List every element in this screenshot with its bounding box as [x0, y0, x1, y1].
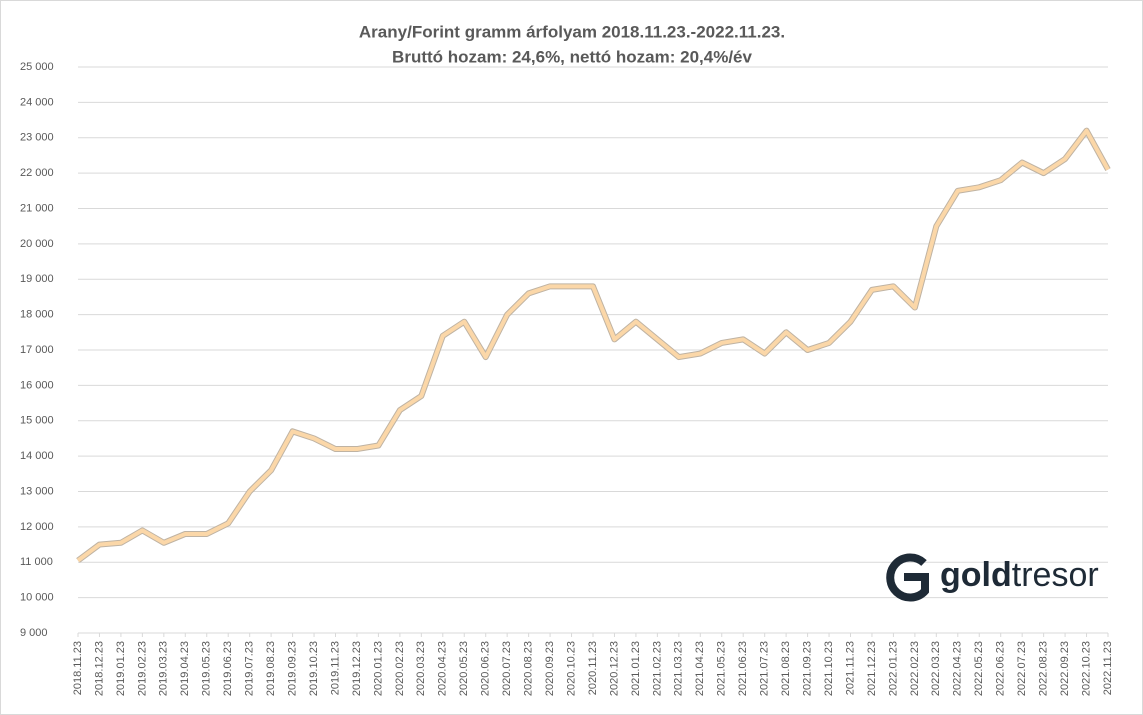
y-tick-label: 22 000: [20, 167, 54, 179]
x-tick-label: 2022.05.23: [973, 641, 985, 696]
logo-bold: gold: [940, 556, 1012, 594]
x-tick-label: 2021.11.23: [844, 641, 856, 695]
x-tick-label: 2022.01.23: [887, 641, 899, 696]
logo-icon: [886, 553, 929, 602]
y-tick-label: 18 000: [20, 309, 54, 321]
x-tick-label: 2019.06.23: [222, 641, 234, 696]
y-tick-label: 19 000: [20, 273, 54, 285]
x-tick-label: 2021.03.23: [673, 641, 685, 696]
chart-title: Arany/Forint gramm árfolyam 2018.11.23.-…: [359, 22, 785, 41]
y-tick-label: 20 000: [20, 238, 54, 250]
x-tick-label: 2022.02.23: [909, 641, 921, 696]
x-tick-label: 2019.03.23: [158, 641, 170, 696]
y-tick-label: 15 000: [20, 415, 54, 427]
x-tick-label: 2020.08.23: [523, 641, 535, 696]
x-tick-label: 2019.02.23: [136, 641, 148, 696]
x-tick-label: 2021.07.23: [759, 641, 771, 696]
x-tick-label: 2022.03.23: [930, 641, 942, 696]
x-tick-label: 2021.02.23: [651, 641, 663, 696]
logo-light: tresor: [1012, 556, 1099, 594]
y-tick-label: 17 000: [20, 344, 54, 356]
x-tick-label: 2022.06.23: [995, 641, 1007, 696]
x-tick-label: 2019.12.23: [351, 641, 363, 696]
y-tick-label: 13 000: [20, 485, 54, 497]
x-tick-label: 2020.06.23: [480, 641, 492, 696]
x-tick-label: 2022.11.23: [1102, 641, 1114, 695]
x-tick-label: 2021.10.23: [823, 641, 835, 696]
x-tick-label: 2019.05.23: [201, 641, 213, 696]
chart-subtitle: Bruttó hozam: 24,6%, nettó hozam: 20,4%/…: [392, 47, 752, 66]
y-tick-label: 12 000: [20, 521, 54, 533]
x-tick-label: 2019.04.23: [179, 641, 191, 696]
x-tick-label: 2019.01.23: [115, 641, 127, 696]
x-tick-label: 2020.11.23: [587, 641, 599, 695]
y-tick-label: 16 000: [20, 379, 54, 391]
x-tick-label: 2021.04.23: [694, 641, 706, 696]
y-tick-label: 14 000: [20, 450, 54, 462]
x-tick-label: 2021.06.23: [737, 641, 749, 696]
x-tick-label: 2020.07.23: [501, 641, 513, 696]
y-tick-label: 9 000: [20, 627, 48, 639]
x-tick-label: 2021.05.23: [716, 641, 728, 696]
logo-text: goldtresor: [940, 556, 1099, 594]
x-tick-label: 2020.01.23: [372, 641, 384, 696]
y-tick-label: 24 000: [20, 96, 54, 108]
x-tick-label: 2018.12.23: [93, 641, 105, 696]
x-tick-label: 2019.10.23: [308, 641, 320, 696]
x-tick-label: 2019.11.23: [329, 641, 341, 695]
logo: goldtresor: [886, 553, 1099, 602]
x-tick-label: 2021.09.23: [801, 641, 813, 696]
x-tick-label: 2018.11.23: [72, 641, 84, 695]
x-tick-label: 2019.09.23: [286, 641, 298, 696]
x-tick-label: 2022.10.23: [1080, 641, 1092, 696]
y-tick-label: 11 000: [20, 556, 53, 568]
line: [76, 128, 1110, 563]
x-tick-label: 2020.03.23: [415, 641, 427, 696]
y-tick-label: 23 000: [20, 132, 54, 144]
y-tick-label: 25 000: [20, 61, 54, 73]
x-tick-label: 2022.04.23: [952, 641, 964, 696]
x-tick-label: 2022.07.23: [1016, 641, 1028, 696]
x-tick-label: 2020.10.23: [565, 641, 577, 696]
x-tick-label: 2020.09.23: [544, 641, 556, 696]
x-tick-label: 2020.04.23: [437, 641, 449, 696]
x-tick-label: 2020.12.23: [608, 641, 620, 696]
x-tick-label: 2021.01.23: [630, 641, 642, 696]
y-tick-label: 21 000: [20, 202, 54, 214]
x-tick-label: 2021.12.23: [866, 641, 878, 696]
y-tick-label: 10 000: [20, 592, 54, 604]
x-tick-label: 2020.02.23: [394, 641, 406, 696]
x-tick-label: 2020.05.23: [458, 641, 470, 696]
x-tick-label: 2021.08.23: [780, 641, 792, 696]
x-tick-label: 2019.07.23: [244, 641, 256, 696]
x-tick-label: 2022.08.23: [1038, 641, 1050, 696]
x-tick-label: 2019.08.23: [265, 641, 277, 696]
x-tick-label: 2022.09.23: [1059, 641, 1071, 696]
